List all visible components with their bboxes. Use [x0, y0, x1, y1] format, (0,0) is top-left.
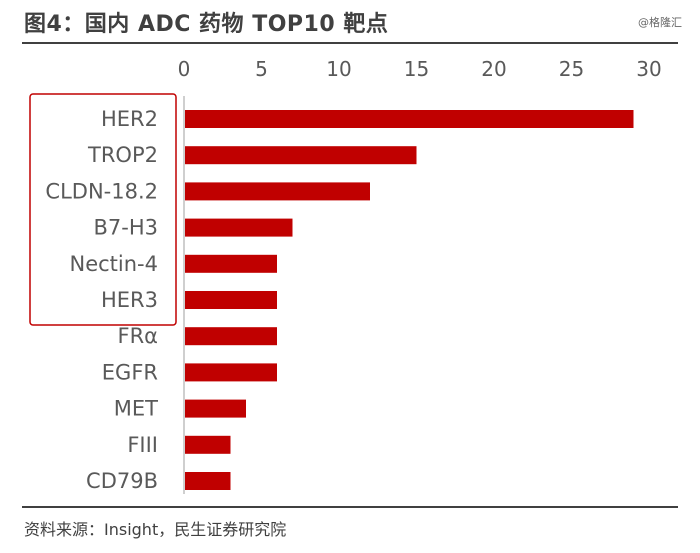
watermark: @格隆汇	[638, 16, 682, 29]
x-tick-label: 0	[178, 57, 191, 81]
highlight-box	[29, 93, 177, 326]
category-label: HER2	[101, 107, 158, 131]
bar	[185, 254, 277, 273]
category-label: TROP2	[87, 143, 158, 167]
bar	[185, 327, 277, 346]
chart-title: 图4：国内 ADC 药物 TOP10 靶点	[24, 12, 389, 37]
bar	[185, 182, 370, 201]
x-tick-label: 15	[404, 57, 429, 81]
x-tick-label: 30	[636, 57, 661, 81]
bar	[185, 110, 634, 128]
x-tick-label: 5	[255, 57, 268, 81]
category-label: FIII	[127, 433, 158, 457]
title-rule	[22, 42, 678, 44]
category-label: FRα	[117, 324, 158, 348]
footer-rule	[22, 506, 678, 508]
bar	[185, 363, 277, 382]
bar	[185, 291, 277, 309]
x-tick-label: 25	[559, 57, 584, 81]
x-tick-label: 10	[326, 57, 351, 81]
category-label: B7-H3	[94, 216, 159, 240]
bar	[185, 146, 417, 165]
bar	[185, 218, 293, 237]
bar	[185, 472, 231, 490]
category-label: HER3	[101, 288, 158, 312]
category-label: Nectin-4	[70, 252, 159, 276]
category-label: CLDN-18.2	[45, 179, 158, 203]
bar	[185, 435, 231, 454]
category-label: CD79B	[86, 469, 158, 493]
bar	[185, 399, 246, 418]
category-label: MET	[114, 397, 158, 421]
source-note: 资料来源：Insight，民生证券研究院	[24, 520, 287, 539]
x-tick-label: 20	[481, 57, 506, 81]
category-label: EGFR	[102, 360, 158, 384]
